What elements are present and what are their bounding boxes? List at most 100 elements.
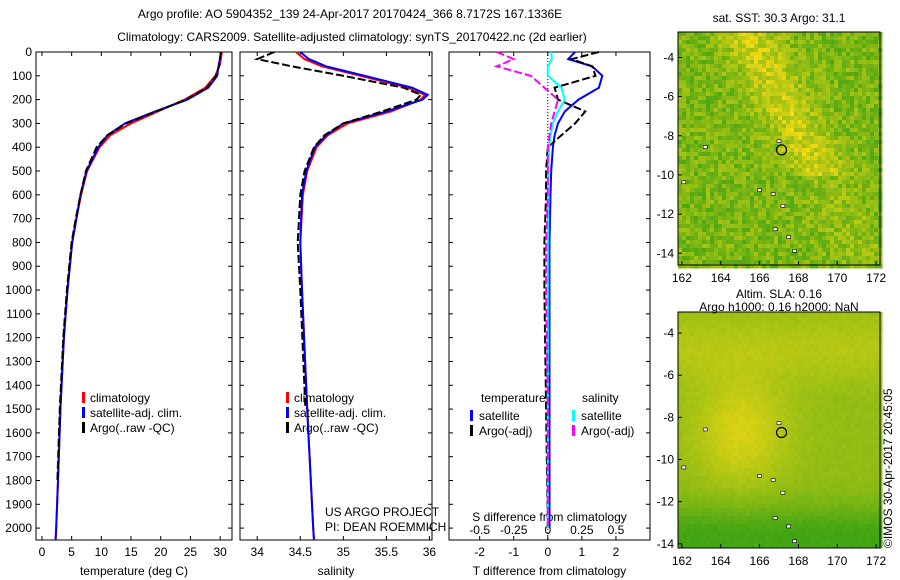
map-cell: [790, 360, 795, 365]
map-cell: [774, 224, 779, 229]
map-cell: [858, 140, 863, 145]
map-cell: [798, 252, 803, 257]
map-cell: [806, 316, 811, 321]
map-cell: [718, 120, 723, 125]
map-cell: [774, 128, 779, 133]
map-cell: [734, 392, 739, 397]
map-cell: [738, 164, 743, 169]
map-cell: [742, 92, 747, 97]
y-tick-label: 0: [25, 45, 32, 59]
map-cell: [838, 324, 843, 329]
map-cell: [706, 64, 711, 69]
map-cell: [750, 360, 755, 365]
map-cell: [794, 312, 799, 317]
map-cell: [698, 68, 703, 73]
map-cell: [854, 436, 859, 441]
map-cell: [858, 240, 863, 245]
map-cell: [834, 32, 839, 37]
map-cell: [802, 356, 807, 361]
map-cell: [738, 240, 743, 245]
map-cell: [814, 348, 819, 353]
map-cell: [818, 164, 823, 169]
map-cell: [730, 332, 735, 337]
map-cell: [862, 316, 867, 321]
map-cell: [866, 344, 871, 349]
series-climatology: [295, 51, 427, 541]
map-cell: [810, 316, 815, 321]
map-cell: [846, 392, 851, 397]
map-cell: [718, 256, 723, 261]
map-cell: [874, 320, 879, 325]
map-cell: [822, 352, 827, 357]
map-cell: [726, 164, 731, 169]
map-cell: [690, 72, 695, 77]
map-cell: [738, 404, 743, 409]
map-cell: [734, 316, 739, 321]
map-cell: [686, 312, 691, 317]
map-cell: [766, 240, 771, 245]
map-cell: [802, 196, 807, 201]
map-cell: [874, 312, 879, 317]
map-cell: [830, 172, 835, 177]
map-cell: [798, 168, 803, 173]
map-cell: [766, 264, 771, 269]
map-cell: [726, 44, 731, 49]
map-cell: [706, 92, 711, 97]
map-cell: [774, 184, 779, 189]
map-cell: [794, 88, 799, 93]
map-cell: [762, 396, 767, 401]
map-cell: [854, 128, 859, 133]
map-cell: [746, 396, 751, 401]
map-cell: [866, 348, 871, 353]
map-cell: [790, 120, 795, 125]
map-cell: [782, 232, 787, 237]
map-cell: [686, 184, 691, 189]
map-cell: [774, 136, 779, 141]
map-cell: [718, 440, 723, 445]
map-cell: [862, 84, 867, 89]
map-cell: [786, 80, 791, 85]
map-cell: [870, 156, 875, 161]
map-cell: [762, 220, 767, 225]
map-cell: [802, 424, 807, 429]
map-cell: [714, 192, 719, 197]
map-cell: [846, 344, 851, 349]
map-cell: [682, 336, 687, 341]
map-cell: [730, 248, 735, 253]
map-cell: [694, 116, 699, 121]
map-cell: [694, 44, 699, 49]
map-cell: [774, 356, 779, 361]
map-cell: [738, 116, 743, 121]
map-cell: [726, 248, 731, 253]
map-cell: [694, 384, 699, 389]
legend-label: Argo(-adj): [479, 424, 532, 438]
map-cell: [694, 320, 699, 325]
island-icon: [786, 235, 792, 239]
map-cell: [762, 348, 767, 353]
map-cell: [734, 372, 739, 377]
map-cell: [698, 312, 703, 317]
map-cell: [742, 336, 747, 341]
map-cell: [694, 48, 699, 53]
map-cell: [830, 224, 835, 229]
map-cell: [750, 420, 755, 425]
map-cell: [734, 256, 739, 261]
map-cell: [738, 176, 743, 181]
map-cell: [710, 200, 715, 205]
map-cell: [726, 428, 731, 433]
map-cell: [854, 356, 859, 361]
map-cell: [690, 168, 695, 173]
map-cell: [870, 196, 875, 201]
map-cell: [682, 144, 687, 149]
map-cell: [874, 384, 879, 389]
map-cell: [790, 48, 795, 53]
map-cell: [690, 84, 695, 89]
map-cell: [806, 420, 811, 425]
map-cell: [718, 92, 723, 97]
map-cell: [790, 348, 795, 353]
map-cell: [774, 52, 779, 57]
map-cell: [762, 44, 767, 49]
map-cell: [742, 264, 747, 269]
map-cell: [738, 88, 743, 93]
map-cell: [806, 156, 811, 161]
